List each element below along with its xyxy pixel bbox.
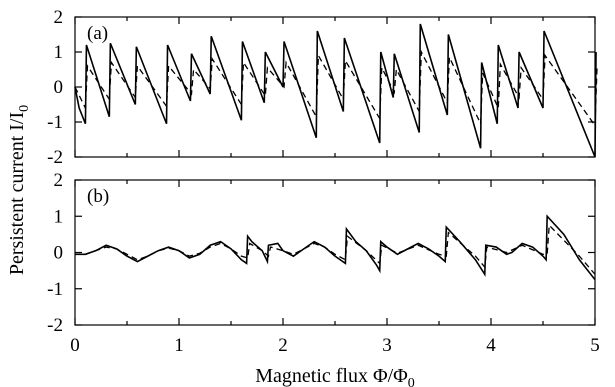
panel-a: -2 -1 0 1 2 (a) — [47, 7, 598, 168]
y-tick-label: -2 — [47, 315, 63, 336]
y-tick-label: 2 — [54, 170, 64, 191]
solid-series-line — [75, 214, 596, 281]
x-tick-label: 5 — [590, 335, 600, 356]
x-tick-label: 3 — [382, 335, 392, 356]
y-axis-label: Persistent current I/I0 — [6, 105, 32, 275]
y-tick-label: 2 — [54, 7, 64, 28]
panels-group: -2 -1 0 1 2 (a) -2 -1 0 1 2 (b) 0 1 2 3 4 5 — [47, 7, 600, 356]
y-tick-label: -2 — [47, 147, 63, 168]
x-axis-label-subscript: 0 — [408, 376, 415, 387]
y-axis-label-subscript: 0 — [17, 105, 32, 112]
x-tick-label: 1 — [174, 335, 184, 356]
y-tick-label: 0 — [54, 243, 64, 264]
dashed-series-line — [75, 223, 596, 275]
y-tick-label: 0 — [54, 77, 64, 98]
x-tick-label: 4 — [486, 335, 496, 356]
solid-series-line — [74, 23, 597, 158]
y-tick-label: 1 — [54, 42, 64, 63]
dashed-series-line — [74, 49, 598, 128]
panel-label: (b) — [87, 186, 109, 207]
panel-frame — [74, 179, 596, 326]
x-axis-label: Magnetic flux Φ/Φ0 — [255, 365, 415, 387]
y-tick-label: 1 — [54, 206, 64, 227]
y-tick-label: -1 — [47, 112, 63, 133]
x-tick-label: 0 — [70, 335, 80, 356]
y-tick-label: -1 — [47, 279, 63, 300]
x-tick-label: 2 — [278, 335, 288, 356]
panel-b: -2 -1 0 1 2 (b) — [47, 170, 596, 336]
panel-label: (a) — [87, 23, 108, 44]
